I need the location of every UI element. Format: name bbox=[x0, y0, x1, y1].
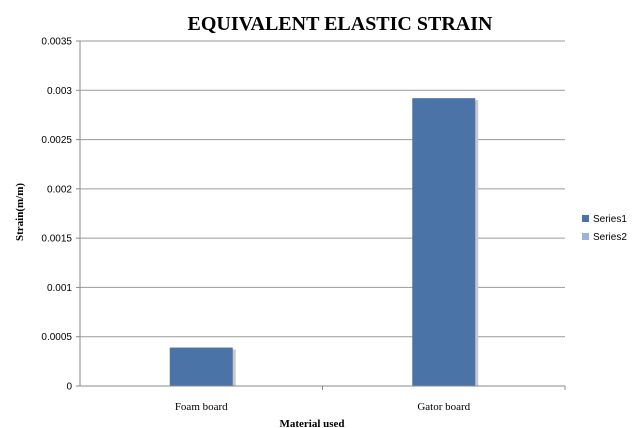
y-tick-label: 0.0015 bbox=[41, 234, 72, 245]
bar-series1-0 bbox=[170, 348, 233, 386]
y-tick-label: 0.001 bbox=[47, 283, 72, 294]
legend-label: Series1 bbox=[593, 214, 627, 225]
x-category-labels: Foam board Gator board bbox=[175, 401, 471, 413]
y-tick-label: 0.0025 bbox=[41, 135, 72, 146]
chart-title: EQUIVALENT ELASTIC STRAIN bbox=[188, 13, 493, 35]
legend-swatch bbox=[582, 233, 589, 240]
bar-series1-1 bbox=[412, 98, 475, 386]
y-tick-labels: 0 0.0005 0.001 0.0015 0.002 0.0025 0.003 0.0035 bbox=[41, 37, 72, 393]
legend-swatch bbox=[582, 215, 589, 222]
x-category-label: Foam board bbox=[175, 401, 228, 413]
y-tick-label: 0.0005 bbox=[41, 332, 72, 343]
gridlines bbox=[76, 41, 565, 386]
y-tick-label: 0.0035 bbox=[41, 37, 72, 48]
y-tick-label: 0.002 bbox=[47, 184, 72, 195]
legend-label: Series2 bbox=[593, 232, 627, 243]
x-category-label: Gator board bbox=[417, 401, 470, 413]
legend: Series1 Series2 bbox=[582, 214, 627, 243]
y-tick-label: 0.003 bbox=[47, 86, 72, 97]
y-tick-label: 0 bbox=[66, 382, 72, 393]
bars bbox=[170, 98, 565, 390]
x-axis-title: Material used bbox=[279, 418, 344, 428]
y-axis-title: Strain(m/m) bbox=[14, 183, 26, 241]
